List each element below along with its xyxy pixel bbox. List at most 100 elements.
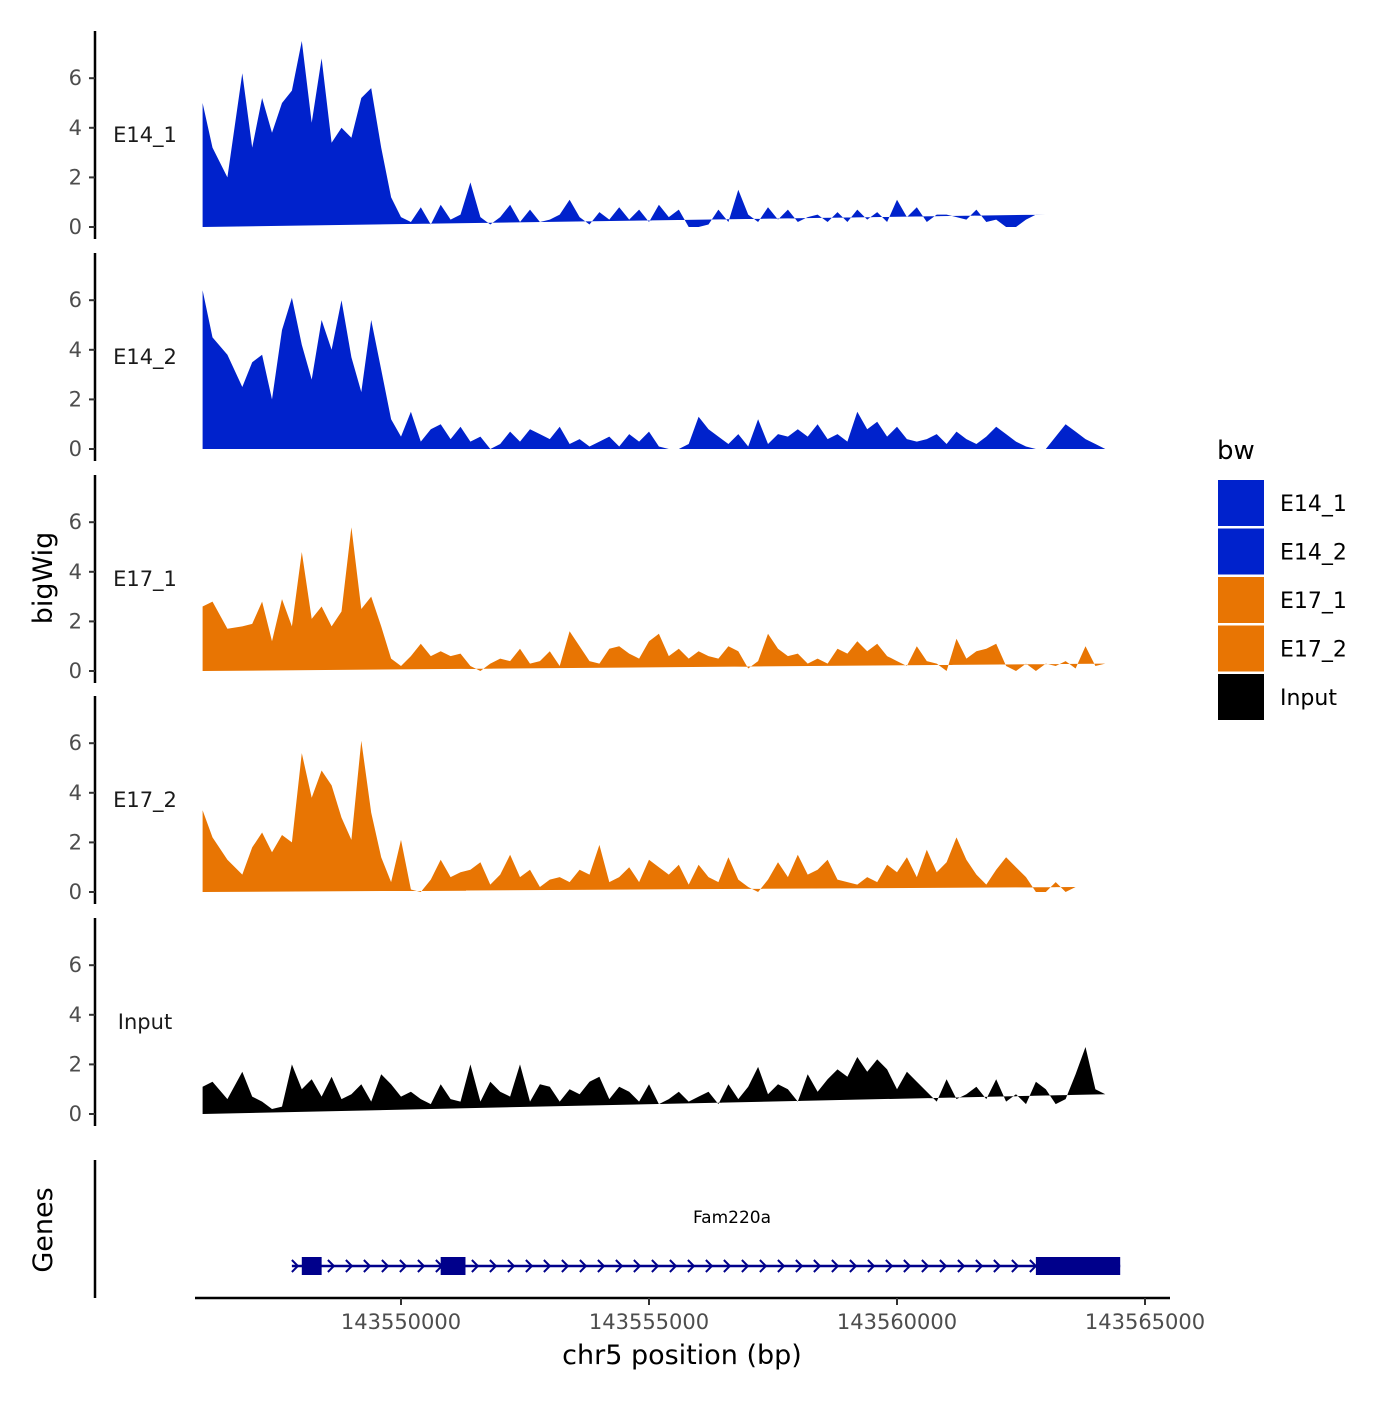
strand-arrow xyxy=(597,1259,606,1273)
legend-swatch xyxy=(1218,480,1264,526)
x-axis-title: chr5 position (bp) xyxy=(562,1340,802,1371)
coverage-area-E14_1 xyxy=(202,41,1046,227)
strand-arrow xyxy=(291,1259,300,1273)
y-tick-label: 0 xyxy=(69,880,82,904)
gene-exon xyxy=(1035,1257,1121,1275)
strand-arrow xyxy=(489,1259,498,1273)
strand-arrow xyxy=(831,1259,840,1273)
strand-arrow xyxy=(795,1259,804,1273)
y-tick-label: 0 xyxy=(69,1102,82,1126)
strand-arrow xyxy=(993,1259,1002,1273)
legend-items: E14_1 E14_2 E17_1 E17_2 Input xyxy=(1218,480,1347,720)
gene-name-label: Fam220a xyxy=(693,1208,771,1228)
strand-arrow xyxy=(921,1259,930,1273)
legend-swatch xyxy=(1218,577,1264,623)
strand-arrow xyxy=(777,1259,786,1273)
legend-label: Input xyxy=(1280,686,1337,711)
strand-arrow xyxy=(381,1259,390,1273)
y-tick-label: 6 xyxy=(69,288,82,312)
strand-arrow xyxy=(561,1259,570,1273)
strand-arrow xyxy=(741,1259,750,1273)
y-tick-label: 6 xyxy=(69,731,82,755)
y-tick-label: 0 xyxy=(69,215,82,239)
gene-track-title: Genes xyxy=(28,1187,59,1272)
x-axis: 143550000 143555000 143560000 143565000 chr… xyxy=(195,1296,1205,1371)
strand-arrow xyxy=(579,1259,588,1273)
y-tick-label: 6 xyxy=(69,510,82,534)
strand-arrow xyxy=(1011,1259,1020,1273)
strand-arrow xyxy=(903,1259,912,1273)
strand-arrow xyxy=(669,1259,678,1273)
legend-title: bw xyxy=(1217,436,1255,466)
track-E14_1: 0 2 4 6 E14_1 xyxy=(69,31,1046,239)
legend-swatch xyxy=(1218,625,1264,672)
strand-arrow xyxy=(525,1259,534,1273)
strand-arrow xyxy=(543,1259,552,1273)
track-Input: 0 2 4 6 Input xyxy=(69,918,1106,1126)
strand-arrow xyxy=(867,1259,876,1273)
coverage-tracks: 0 2 4 6 E14_1 0 2 4 6 E14_2 0 2 4 6 E17_1 0 2 4 6 E17_2 0 2 4 6… xyxy=(69,31,1106,1126)
legend-label: E14_1 xyxy=(1280,492,1347,517)
legend-swatch xyxy=(1218,528,1264,575)
coverage-area-E17_2 xyxy=(202,740,1076,892)
strand-arrow xyxy=(885,1259,894,1273)
strand-arrow xyxy=(471,1259,480,1273)
strand-arrow xyxy=(957,1259,966,1273)
legend-label: E17_1 xyxy=(1280,589,1347,614)
track-label: E17_1 xyxy=(113,567,177,592)
y-tick-label: 2 xyxy=(69,165,82,189)
y-tick-label: 4 xyxy=(69,560,82,584)
y-tick-label: 0 xyxy=(69,659,82,683)
strand-arrow xyxy=(615,1259,624,1273)
coverage-area-E14_2 xyxy=(202,290,1106,449)
strand-arrow xyxy=(327,1259,336,1273)
y-tick-label: 4 xyxy=(69,338,82,362)
track-label: E14_1 xyxy=(113,123,177,148)
y-tick-label: 2 xyxy=(69,830,82,854)
y-tick-label: 2 xyxy=(69,1052,82,1076)
strand-arrow xyxy=(705,1259,714,1273)
y-tick-label: 2 xyxy=(69,387,82,411)
track-E14_2: 0 2 4 6 E14_2 xyxy=(69,253,1106,461)
y-tick-label: 0 xyxy=(69,437,82,461)
track-E17_2: 0 2 4 6 E17_2 xyxy=(69,696,1076,904)
gene-body xyxy=(291,1257,1121,1275)
y-tick-label: 4 xyxy=(69,1003,82,1027)
strand-arrow xyxy=(939,1259,948,1273)
y-tick-label: 4 xyxy=(69,781,82,805)
strand-arrow xyxy=(687,1259,696,1273)
legend-swatch xyxy=(1218,674,1264,720)
strand-arrow xyxy=(399,1259,408,1273)
strand-arrow xyxy=(363,1259,372,1273)
coverage-area-Input xyxy=(202,1047,1106,1114)
strand-arrow xyxy=(975,1259,984,1273)
strand-arrow xyxy=(345,1259,354,1273)
y-tick-label: 2 xyxy=(69,609,82,633)
legend-label: E14_2 xyxy=(1280,541,1347,566)
x-tick-label: 143565000 xyxy=(1085,1310,1205,1334)
x-ticks: 143550000 143555000 143560000 143565000 xyxy=(341,1298,1205,1334)
track-label: E14_2 xyxy=(113,345,177,370)
strand-arrow xyxy=(849,1259,858,1273)
x-tick-label: 143550000 xyxy=(341,1310,461,1334)
strand-arrow xyxy=(723,1259,732,1273)
y-tick-label: 6 xyxy=(69,953,82,977)
gene-track: Genes Fam220a xyxy=(28,1160,1121,1298)
strand-arrow xyxy=(813,1259,822,1273)
strand-arrow xyxy=(633,1259,642,1273)
legend-label: E17_2 xyxy=(1280,638,1347,663)
track-label: Input xyxy=(118,1010,172,1034)
y-axis-title: bigWig xyxy=(28,532,59,625)
strand-arrow xyxy=(759,1259,768,1273)
y-tick-label: 4 xyxy=(69,116,82,140)
x-tick-label: 143555000 xyxy=(589,1310,709,1334)
legend: bw E14_1 E14_2 E17_1 E17_2 Input xyxy=(1217,436,1347,720)
strand-arrow xyxy=(417,1259,426,1273)
track-label: E17_2 xyxy=(113,788,177,813)
track-E17_1: 0 2 4 6 E17_1 xyxy=(69,475,1106,683)
strand-arrow xyxy=(507,1259,516,1273)
coverage-area-E17_1 xyxy=(202,527,1106,671)
gene-exon xyxy=(440,1257,466,1275)
strand-arrow xyxy=(651,1259,660,1273)
